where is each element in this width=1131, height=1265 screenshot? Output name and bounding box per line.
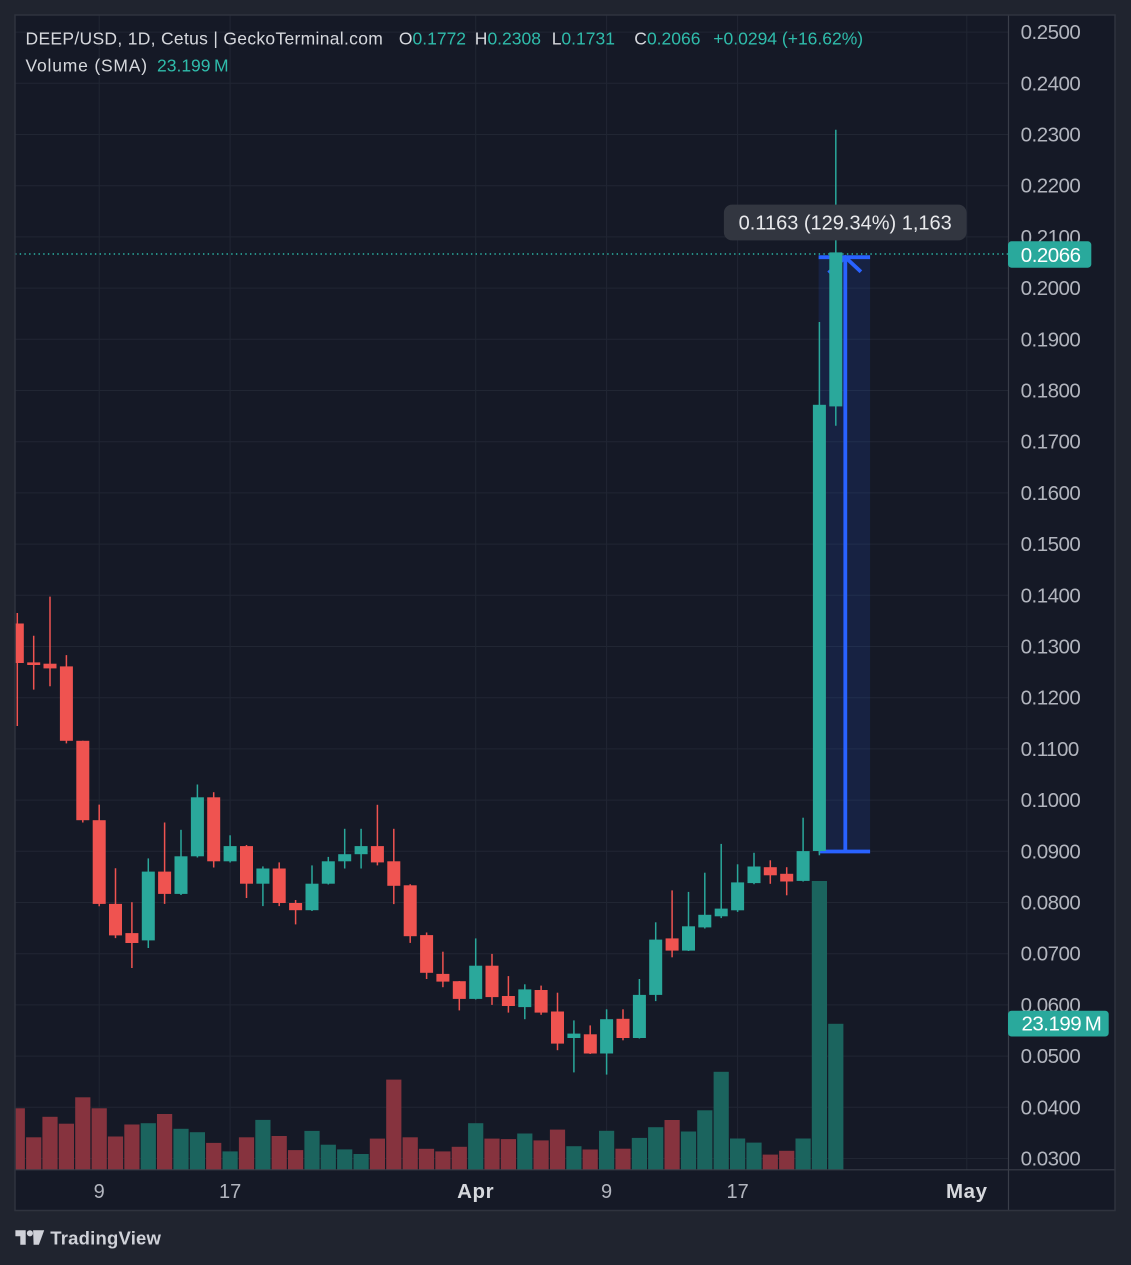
svg-text:Apr: Apr — [457, 1180, 494, 1203]
svg-text:0.1100: 0.1100 — [1021, 738, 1079, 761]
svg-text:23.199 M: 23.199 M — [1022, 1013, 1102, 1036]
svg-text:0.2200: 0.2200 — [1021, 175, 1081, 198]
svg-text:0.0900: 0.0900 — [1021, 840, 1081, 863]
svg-text:0.1200: 0.1200 — [1021, 687, 1081, 710]
svg-text:0.2500: 0.2500 — [1021, 21, 1081, 44]
svg-text:Volume (SMA): Volume (SMA) — [26, 56, 148, 76]
svg-text:17: 17 — [726, 1181, 748, 1203]
svg-text:0.2400: 0.2400 — [1021, 72, 1081, 95]
svg-text:0.0400: 0.0400 — [1021, 1096, 1081, 1119]
svg-text:C0.2066: C0.2066 — [634, 29, 700, 49]
svg-text:0.1900: 0.1900 — [1021, 328, 1081, 351]
svg-text:17: 17 — [219, 1181, 241, 1203]
svg-text:0.1700: 0.1700 — [1021, 431, 1081, 454]
svg-text:23.199 M: 23.199 M — [157, 56, 229, 76]
svg-text:0.0500: 0.0500 — [1021, 1045, 1081, 1068]
svg-text:0.0300: 0.0300 — [1021, 1148, 1081, 1171]
svg-text:0.1400: 0.1400 — [1021, 584, 1081, 607]
svg-text:0.0700: 0.0700 — [1021, 943, 1081, 966]
svg-text:0.1000: 0.1000 — [1021, 789, 1081, 812]
svg-text:H0.2308: H0.2308 — [475, 29, 541, 49]
svg-text:L0.1731: L0.1731 — [552, 29, 615, 49]
svg-text:0.2066: 0.2066 — [1021, 244, 1081, 267]
svg-text:0.1163 (129.34%) 1,163: 0.1163 (129.34%) 1,163 — [739, 213, 952, 235]
svg-text:May: May — [946, 1180, 988, 1203]
svg-text:DEEP/USD, 1D, Cetus | GeckoTer: DEEP/USD, 1D, Cetus | GeckoTerminal.com — [26, 29, 384, 49]
svg-text:0.1300: 0.1300 — [1021, 636, 1081, 659]
svg-text:9: 9 — [94, 1181, 105, 1203]
svg-text:0.1600: 0.1600 — [1021, 482, 1081, 505]
svg-text:0.0800: 0.0800 — [1021, 892, 1081, 915]
svg-text:0.1800: 0.1800 — [1021, 380, 1081, 403]
svg-text:0.2300: 0.2300 — [1021, 124, 1081, 147]
svg-text:9: 9 — [601, 1181, 612, 1203]
svg-text:TradingView: TradingView — [50, 1228, 161, 1249]
svg-text:0.1500: 0.1500 — [1021, 533, 1081, 556]
svg-text:0.2000: 0.2000 — [1021, 277, 1081, 300]
svg-text:+0.0294 (+16.62%): +0.0294 (+16.62%) — [713, 29, 863, 49]
svg-text:O0.1772: O0.1772 — [399, 29, 466, 49]
